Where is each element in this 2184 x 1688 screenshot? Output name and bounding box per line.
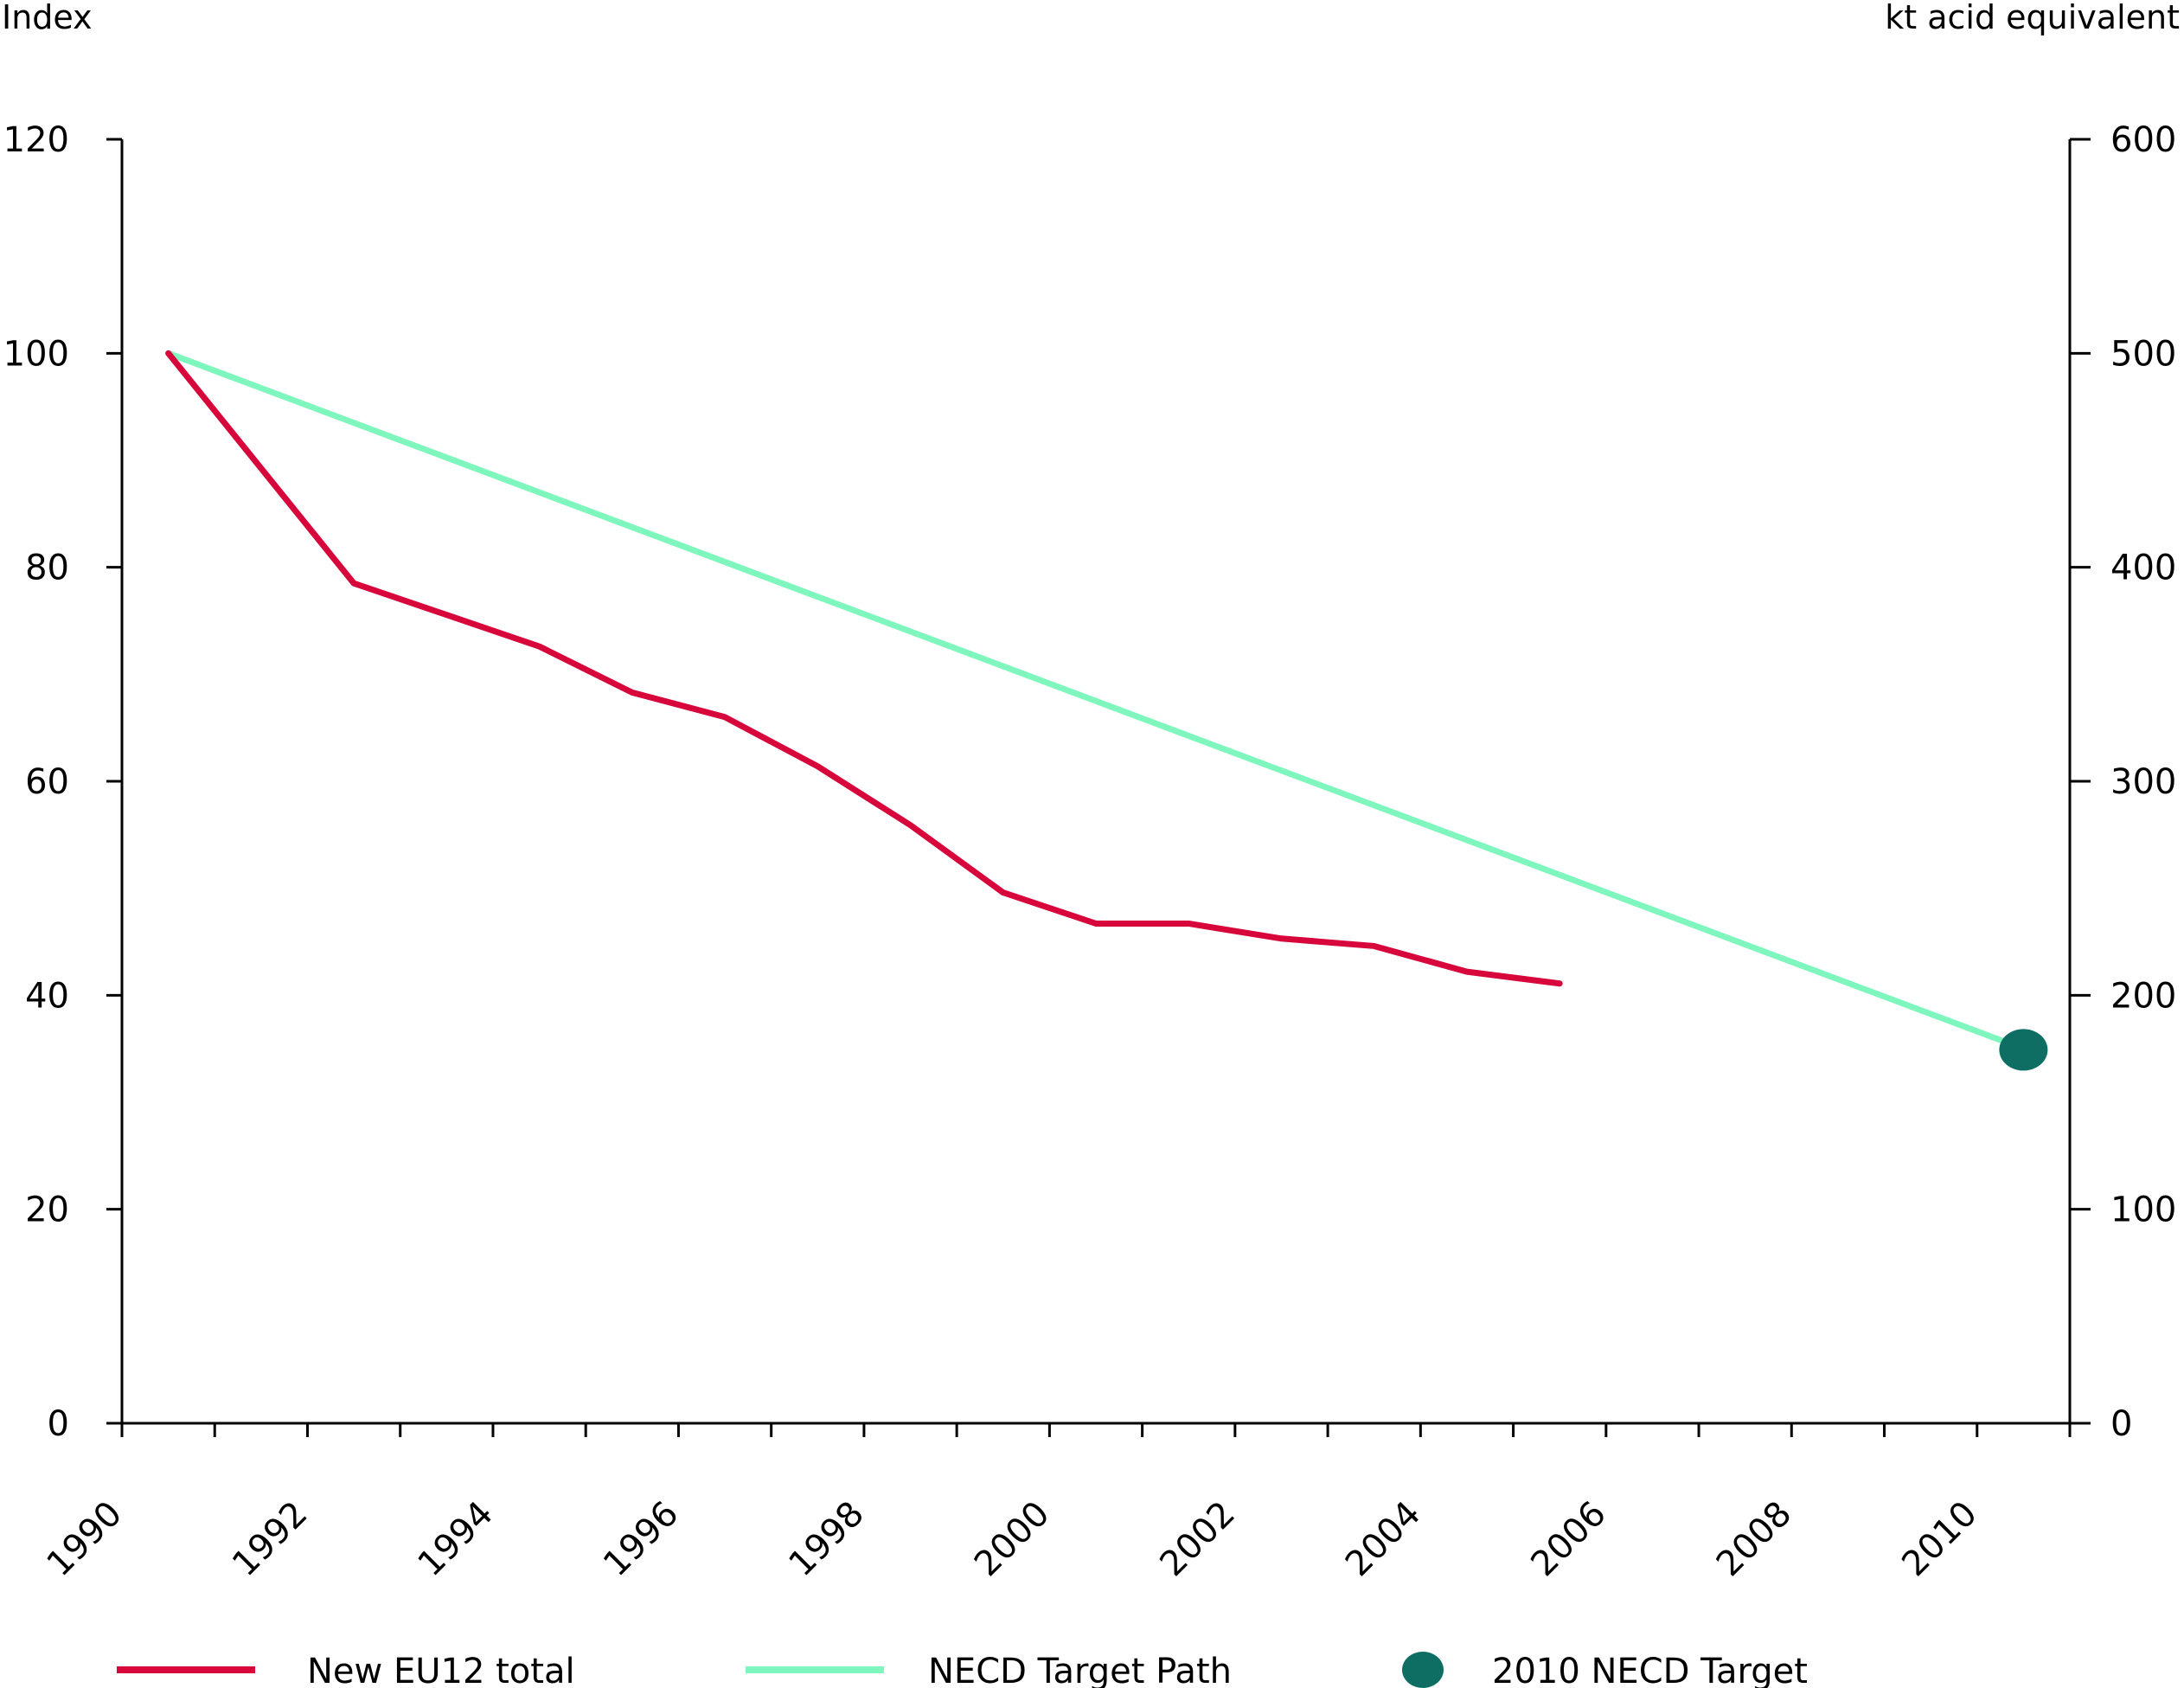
- y-right-tick-label: 400: [2110, 549, 2176, 588]
- x-tick-label: 2002: [1152, 1494, 1243, 1585]
- y-right-tick-label: 0: [2110, 1404, 2132, 1444]
- y-left-axis: 0 20 40 60 80 100 120: [3, 120, 124, 1444]
- y-right-axis: 0 100 200 300 400 500 600: [2068, 120, 2176, 1444]
- y-right-tick-label: 100: [2110, 1191, 2176, 1230]
- series-line-1: [165, 350, 2027, 1052]
- y-right-tick-label: 300: [2110, 762, 2176, 802]
- x-tick-label: 1992: [225, 1494, 316, 1585]
- y-left-tick-label: 0: [48, 1404, 69, 1444]
- y-right-tick-label: 600: [2110, 120, 2176, 160]
- y-right-axis-label: kt acid equivalent: [1885, 0, 2180, 36]
- y-right-tick-label: 500: [2110, 334, 2176, 374]
- x-tick-label: 1998: [781, 1494, 872, 1585]
- x-axis: 1990 1992 1994 1996 1998 2000 2002 2004 2006 2008…: [40, 1422, 2072, 1585]
- y-left-tick-label: 40: [25, 976, 69, 1016]
- x-tick-label: 1996: [596, 1494, 687, 1585]
- legend-label-1: NECD Target Path: [928, 1652, 1232, 1688]
- y-left-tick-label: 80: [25, 549, 69, 588]
- y-left-tick-label: 120: [3, 120, 69, 160]
- x-tick-label: 2010: [1894, 1494, 1985, 1585]
- y-left-tick-label: 60: [25, 762, 69, 802]
- y-left-tick-label: 100: [3, 334, 69, 374]
- series-line-0: [165, 350, 1563, 987]
- legend-swatch-2: [1402, 1652, 1444, 1688]
- series-point-2: [1999, 1029, 2048, 1071]
- x-tick-label: 2008: [1709, 1494, 1800, 1585]
- y-right-tick-label: 200: [2110, 976, 2176, 1016]
- y-left-tick-label: 20: [25, 1191, 69, 1230]
- legend-label-2: 2010 NECD Target: [1492, 1652, 1808, 1688]
- plot-series: [165, 350, 2048, 1071]
- x-tick-label: 2000: [967, 1494, 1058, 1585]
- legend-label-0: New EU12 total: [307, 1652, 575, 1688]
- x-tick-label: 2004: [1338, 1494, 1429, 1585]
- x-tick-label: 1990: [40, 1494, 131, 1585]
- x-tick-label: 1994: [411, 1494, 502, 1585]
- x-tick-label: 2006: [1523, 1494, 1614, 1585]
- y-left-axis-label: Index: [2, 0, 93, 36]
- legend: New EU12 total NECD Target Path 2010 NECD …: [117, 1652, 1808, 1688]
